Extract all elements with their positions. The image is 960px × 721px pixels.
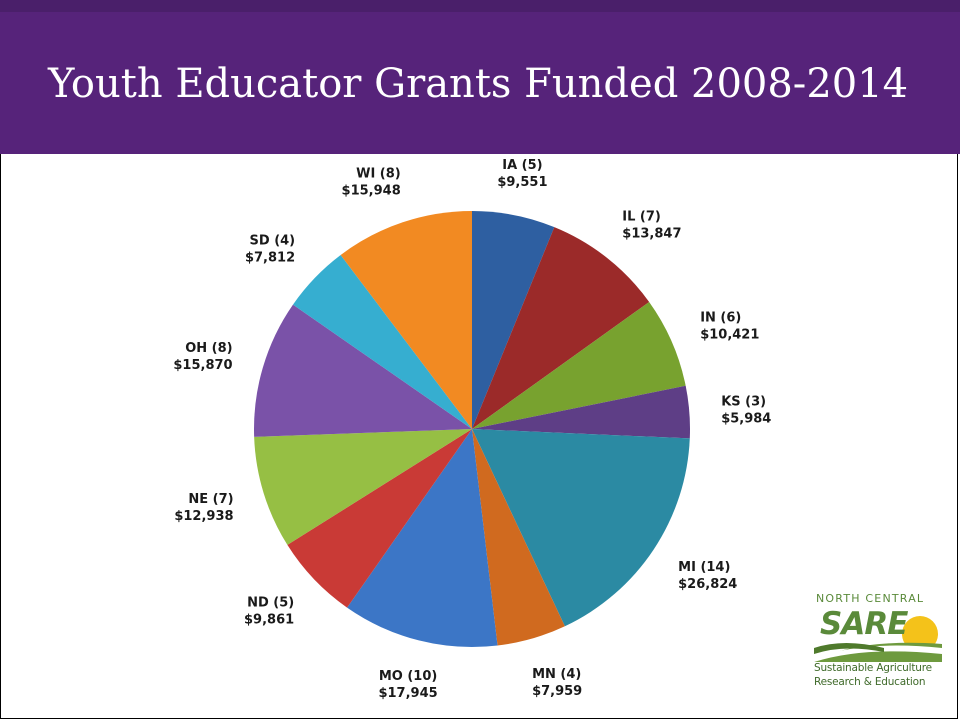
pie-slice-wi — [340, 211, 472, 429]
pie-label-nd: ND (5) $9,861 — [244, 596, 294, 628]
pie-slice-mn — [472, 429, 565, 646]
pie-label-il: IL (7) $13,847 — [622, 209, 681, 241]
pie-slice-ne — [254, 429, 472, 545]
pie-label-oh: OH (8) $15,870 — [173, 341, 232, 373]
slide-title: Youth Educator Grants Funded 2008-2014 — [48, 61, 909, 107]
pie-label-mo: MO (10) $17,945 — [378, 669, 437, 701]
pie-label-ks: KS (3) $5,984 — [721, 395, 771, 427]
pie-label-mi: MI (14) $26,824 — [678, 560, 737, 592]
pie-label-ia: IA (5) $9,551 — [497, 158, 547, 190]
pie-label-sd: SD (4) $7,812 — [245, 233, 295, 265]
pie-slice-ks — [472, 385, 690, 439]
pie-label-ne: NE (7) $12,938 — [174, 492, 233, 524]
pie-label-wi: WI (8) $15,948 — [342, 167, 401, 199]
logo-tagline-1: Sustainable Agriculture — [814, 662, 932, 674]
logo-tagline-2: Research & Education — [814, 676, 926, 688]
pie-slice-sd — [292, 255, 472, 429]
logo-field-sun-icon — [814, 616, 942, 662]
pie-slice-in — [472, 301, 686, 429]
pie-slice-il — [472, 227, 650, 429]
pie-slice-mi — [472, 429, 690, 627]
pie-slice-oh — [254, 304, 472, 437]
title-band: Youth Educator Grants Funded 2008-2014 — [0, 0, 960, 154]
pie-slice-nd — [287, 429, 472, 608]
logo-mark: SARE — [820, 606, 908, 642]
title-top-strip — [0, 0, 960, 12]
pie-label-mn: MN (4) $7,959 — [532, 667, 582, 699]
pie-label-in: IN (6) $10,421 — [700, 310, 759, 342]
logo-top-text: NORTH CENTRAL — [816, 592, 925, 605]
pie-slice-ia — [472, 211, 555, 429]
north-central-sare-logo: NORTH CENTRAL SARE Sustainable Agricultu… — [810, 592, 944, 692]
pie-slice-mo — [347, 429, 498, 648]
